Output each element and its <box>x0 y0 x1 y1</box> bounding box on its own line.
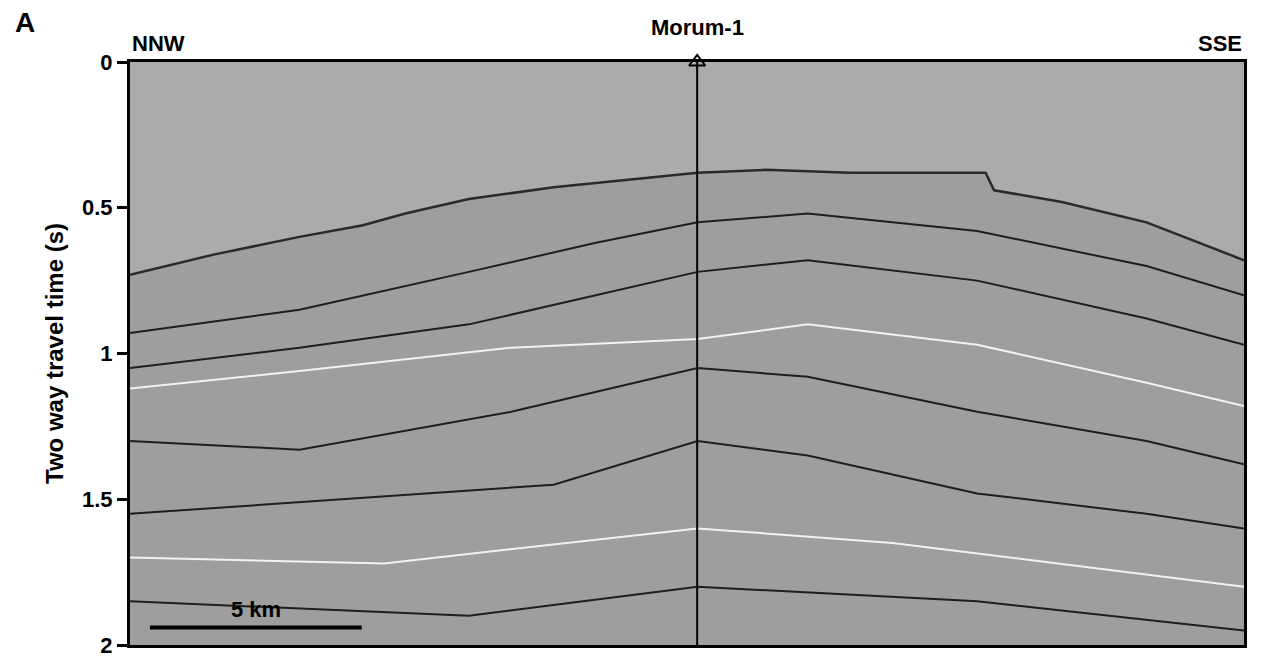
svg-text:1.5: 1.5 <box>82 487 113 512</box>
svg-text:A: A <box>15 7 35 38</box>
svg-text:Morum-1: Morum-1 <box>651 15 744 40</box>
svg-text:1: 1 <box>100 341 112 366</box>
svg-text:NNW: NNW <box>132 31 185 56</box>
svg-text:0.5: 0.5 <box>82 195 113 220</box>
svg-text:5 km: 5 km <box>231 597 281 622</box>
svg-text:2: 2 <box>100 633 112 658</box>
svg-text:0: 0 <box>100 50 112 75</box>
svg-text:SSE: SSE <box>1198 31 1242 56</box>
svg-text:Two way travel time (s): Two way travel time (s) <box>41 223 68 484</box>
